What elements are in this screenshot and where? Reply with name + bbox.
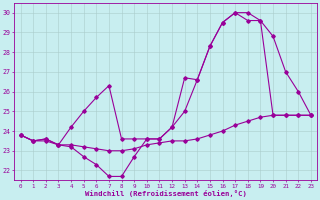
X-axis label: Windchill (Refroidissement éolien,°C): Windchill (Refroidissement éolien,°C) xyxy=(85,190,247,197)
